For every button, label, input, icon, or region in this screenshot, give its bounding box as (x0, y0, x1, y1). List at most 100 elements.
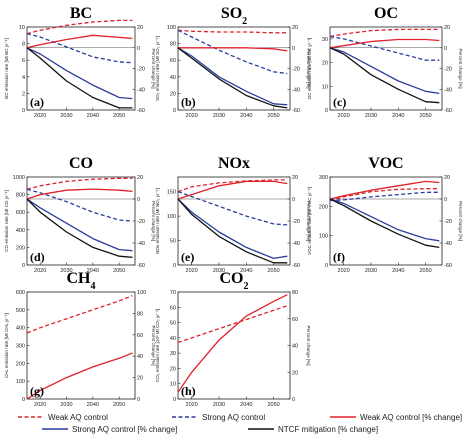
y-tick-label: 50 (170, 239, 176, 245)
x-tick-label: 2040 (392, 268, 404, 274)
panel-title: NOx (218, 155, 250, 172)
y-tick-label: 100 (167, 214, 176, 220)
y-axis-label: CO emission rate [Mt CO yr⁻¹] (4, 190, 9, 252)
panel-e: 2020 2030 2040 2050 0 50 100 150 -60 -40 -20 0 20 NOx… (155, 155, 311, 274)
series-line (177, 47, 288, 109)
y-axis-label: CH₄ emission rate [Mt CH₄ yr⁻¹] (4, 313, 9, 378)
y2-tick-label: -20 (137, 219, 145, 225)
y2-axis-label: Percent change [%] (151, 201, 156, 241)
y2-tick-label: 0 (137, 197, 140, 203)
y-tick-label: 200 (16, 245, 25, 251)
x-tick-label: 2030 (60, 113, 72, 119)
y2-tick-label: 20 (444, 175, 450, 181)
y2-tick-label: 0 (292, 46, 295, 52)
y2-tick-label: -40 (137, 87, 145, 93)
y-tick-label: 2 (22, 91, 25, 97)
legend-label: NTCF mitigation [% change] (278, 425, 378, 434)
y-tick-label: 30 (322, 37, 328, 43)
x-tick-label: 2050 (113, 113, 125, 119)
panel-title: VOC (368, 155, 403, 172)
y-tick-label: 0 (173, 108, 176, 114)
x-tick-label: 2030 (213, 268, 225, 274)
x-tick-label: 2030 (213, 113, 225, 119)
series-line (26, 47, 133, 100)
panel-letter: (b) (181, 95, 196, 109)
series-line (177, 180, 288, 200)
y-tick-label: 6 (22, 58, 25, 64)
y2-tick-label: 0 (137, 46, 140, 52)
y2-axis-label: Percent change [%] (306, 325, 311, 365)
y-tick-label: 100 (16, 379, 25, 385)
y-tick-label: 0 (22, 397, 25, 403)
x-tick-label: 2050 (113, 402, 125, 408)
x-tick-label: 2030 (60, 268, 72, 274)
series-line (26, 32, 133, 64)
x-tick-label: 2050 (419, 268, 431, 274)
series-line (26, 47, 133, 109)
series-line (177, 29, 288, 34)
y2-tick-label: -40 (444, 241, 452, 247)
y2-tick-label: 80 (137, 311, 143, 317)
y-tick-label: 80 (170, 42, 176, 48)
y-tick-label: 600 (16, 290, 25, 296)
y-tick-label: 4 (22, 75, 25, 81)
y2-tick-label: 20 (292, 175, 298, 181)
y-tick-label: 0 (173, 397, 176, 403)
y2-tick-label: 20 (292, 370, 298, 376)
panel-title: OC (374, 5, 398, 22)
series-line (329, 191, 440, 202)
y2-tick-label: -60 (137, 108, 145, 114)
x-tick-label: 2040 (87, 402, 99, 408)
x-tick-label: 2040 (240, 113, 252, 119)
y2-tick-label: -20 (292, 67, 300, 73)
series-line (329, 38, 440, 49)
series-line (26, 198, 133, 258)
y-tick-label: 400 (16, 228, 25, 234)
series-line (177, 47, 288, 106)
x-tick-label: 2020 (186, 268, 198, 274)
y-tick-label: 60 (170, 58, 176, 64)
y2-tick-label: 60 (292, 317, 298, 323)
y-axis-label: BC emission rate [Mt BC yr⁻¹] (4, 38, 9, 99)
y-tick-label: 20 (322, 61, 328, 67)
x-tick-label: 2040 (87, 268, 99, 274)
y2-tick-label: -60 (292, 263, 300, 269)
x-tick-label: 2050 (113, 268, 125, 274)
x-tick-label: 2050 (267, 402, 279, 408)
y-tick-label: 0 (173, 263, 176, 269)
y2-tick-label: -60 (292, 108, 300, 114)
panel-f: 2020 2030 2040 2050 0 100 200 300 -60 -40 -20 0 20 VO… (307, 155, 463, 274)
y2-tick-label: -40 (292, 87, 300, 93)
y-tick-label: 50 (170, 321, 176, 327)
y-tick-label: 200 (16, 361, 25, 367)
series-line (26, 188, 133, 222)
y-tick-label: 0 (325, 263, 328, 269)
y-tick-label: 150 (167, 190, 176, 196)
y-tick-label: 800 (16, 193, 25, 199)
y-tick-label: 40 (170, 75, 176, 81)
panel-d: 2020 2030 2040 205002004006008001000-60-40-… (4, 155, 156, 274)
series-line (26, 198, 133, 252)
series-line (329, 35, 440, 61)
x-tick-label: 2050 (267, 113, 279, 119)
y2-tick-label: -60 (444, 108, 452, 114)
legend-label: Weak AQ control (48, 413, 108, 422)
y2-tick-label: 0 (292, 397, 295, 403)
series-line (177, 191, 288, 226)
series-line (177, 198, 288, 264)
y2-tick-label: 40 (292, 344, 298, 350)
series-line (26, 177, 133, 190)
panel-title: CO2 (220, 270, 249, 292)
y-tick-label: 60 (170, 305, 176, 311)
y2-axis-label: Percent change [%] (306, 201, 311, 241)
panel-letter: (d) (30, 250, 45, 264)
y-tick-label: 200 (319, 204, 328, 210)
x-tick-label: 2040 (392, 113, 404, 119)
y-tick-label: 0 (22, 108, 25, 114)
panel-g: 2020 2030 2040 2050010020030040050060002040… (4, 270, 156, 408)
y2-tick-label: 100 (137, 290, 146, 296)
panel-letter: (f) (333, 250, 345, 264)
panel-h: 2020 2030 2040 2050010203040506070020406080… (155, 270, 311, 408)
